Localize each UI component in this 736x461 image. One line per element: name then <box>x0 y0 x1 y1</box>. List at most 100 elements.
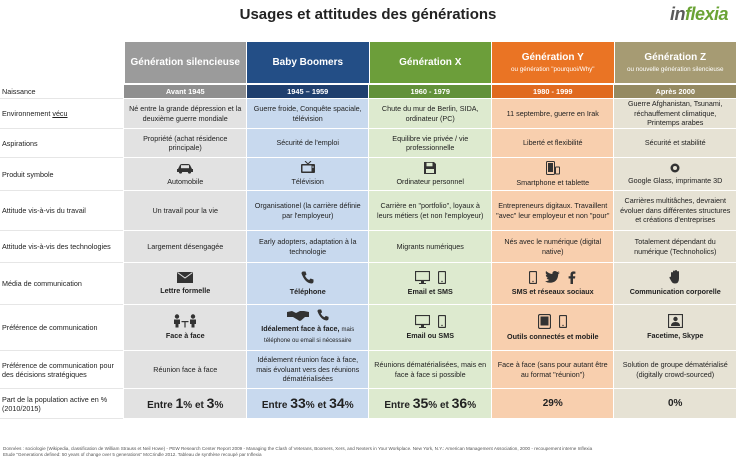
row-label: Préférence de communication <box>0 305 124 351</box>
table-cell: Early adopters, adaptation à la technolo… <box>246 231 369 263</box>
cell-text: Communication corporelle <box>629 287 721 297</box>
pct-value: 36 <box>451 395 468 412</box>
table-cell: Face à face <box>124 305 246 351</box>
smartphone-icon <box>437 314 446 328</box>
cell-text: Télévision <box>291 177 324 187</box>
header-name: Génération Z <box>644 51 707 63</box>
table-cell: Idéalement face à face, mais téléphone o… <box>246 305 369 351</box>
pct-value: 1 <box>175 395 184 412</box>
tv-icon <box>300 161 315 174</box>
table-cell: Migrants numériques <box>369 231 491 263</box>
pct-sign: % <box>183 400 193 412</box>
header-gen-x: Génération X <box>369 42 491 84</box>
years-cell: Avant 1945 <box>124 85 246 99</box>
table-cell: 29% <box>491 389 614 419</box>
table-cell: Email ou SMS <box>369 305 491 351</box>
smartphone-icon <box>437 270 446 284</box>
video-call-icon <box>667 314 683 329</box>
cell-text: Téléphone <box>289 286 326 296</box>
row-label-link[interactable]: vécu <box>52 109 68 118</box>
smartphone-icon <box>559 314 568 328</box>
et-word: et <box>317 400 327 412</box>
table-cell: Liberté et flexibilité <box>491 129 614 158</box>
glasses-icon <box>670 163 680 173</box>
row-label: Attitude vis-à-vis du travail <box>0 191 124 231</box>
entre-word: Entre <box>261 400 288 412</box>
meeting-icon <box>174 314 197 328</box>
hand-icon <box>669 270 680 284</box>
years-cell: Après 2000 <box>614 85 736 99</box>
logo: inflexia <box>670 4 729 25</box>
row-produit: Produit symbole Automobile Télévision Or… <box>0 158 736 191</box>
table-cell: Face à face (sans pour autant être au fo… <box>491 351 614 389</box>
pct-sign: % <box>214 400 224 412</box>
header-name: Génération Y <box>521 51 584 63</box>
table-cell: Organisationel (la carrière définie par … <box>246 191 369 231</box>
years-cell: 1980 - 1999 <box>491 85 614 99</box>
table-cell: Entre 35% et 36% <box>369 389 491 419</box>
cell-text-extra: mais téléphone ou email si nécessaire <box>264 327 355 344</box>
header-gen-silent: Génération silencieuse <box>124 42 246 84</box>
row-label-text: Environnement <box>2 109 51 118</box>
row-label: Attitude vis-à-vis des technologies <box>0 231 124 263</box>
table-cell: Propriété (achat résidence principale) <box>124 129 246 158</box>
table-cell: Lettre formelle <box>124 263 246 305</box>
logo-accent: flexia <box>684 4 729 24</box>
row-label: Naissance <box>0 85 124 99</box>
row-label: Produit symbole <box>0 158 124 191</box>
table-cell: Email et SMS <box>369 263 491 305</box>
monitor-icon <box>414 314 430 328</box>
table-cell: Un travail pour la vie <box>124 191 246 231</box>
pct-sign: % <box>467 400 477 412</box>
row-technologies: Attitude vis-à-vis des technologies Larg… <box>0 231 736 263</box>
header-row: Génération silencieuse Baby Boomers Géné… <box>0 42 736 84</box>
table-cell: Entre 1% et 3% <box>124 389 246 419</box>
facebook-icon <box>568 271 576 284</box>
row-decisions: Préférence de communication pour des déc… <box>0 351 736 389</box>
cell-text: Lettre formelle <box>160 285 211 295</box>
table-cell: Google Glass, imprimante 3D <box>614 158 736 191</box>
row-label: Aspirations <box>0 129 124 158</box>
row-preference: Préférence de communication Face à face … <box>0 305 736 351</box>
pct-value: 35 <box>412 395 429 412</box>
floppy-disk-icon <box>424 161 437 174</box>
table-cell: SMS et réseaux sociaux <box>491 263 614 305</box>
entre-word: Entre <box>384 400 410 412</box>
row-label: Part de la population active en % (2010/… <box>0 389 124 419</box>
tablet-icon <box>538 313 552 329</box>
et-word: et <box>439 400 449 412</box>
et-word: et <box>194 400 204 412</box>
header-gen-z: Génération Z ou nouvelle génération silen… <box>614 42 736 84</box>
cell-text: Automobile <box>167 176 204 186</box>
row-population: Part de la population active en % (2010/… <box>0 389 736 419</box>
cell-text: Ordinateur personnel <box>396 176 464 186</box>
header-sub: ou génération "pourquoi/Why" <box>510 65 595 73</box>
row-media: Média de communication Lettre formelle T… <box>0 263 736 305</box>
table-cell: 0% <box>614 389 736 419</box>
smartphone-icon <box>545 160 560 175</box>
monitor-icon <box>414 270 430 284</box>
years-cell: 1960 - 1979 <box>369 85 491 99</box>
table-cell: Guerre froide, Conquête spaciale, télévi… <box>246 99 369 129</box>
table-cell: Smartphone et tablette <box>491 158 614 191</box>
table-cell: Sécurité et stabilité <box>614 129 736 158</box>
cell-text: Smartphone et tablette <box>516 177 590 187</box>
cell-text: Facetime, Skype <box>647 331 704 341</box>
handshake-icon <box>286 311 309 322</box>
pct-value: 3 <box>206 395 215 412</box>
cell-text: Idéalement face à face, mais téléphone o… <box>250 324 366 346</box>
phone-icon <box>301 271 314 284</box>
row-label: Média de communication <box>0 263 124 305</box>
entre-word: Entre <box>147 400 173 412</box>
table-cell: Equilibre vie privée / vie professionnel… <box>369 129 491 158</box>
header-name: Génération silencieuse <box>130 57 241 68</box>
table-cell: Totalement dépendant du numérique (Techn… <box>614 231 736 263</box>
twitter-icon <box>545 271 561 284</box>
table-cell: Largement désengagée <box>124 231 246 263</box>
table-cell: Entrepreneurs digitaux. Travaillent "ave… <box>491 191 614 231</box>
row-aspirations: Aspirations Propriété (achat résidence p… <box>0 129 736 158</box>
table-cell: Réunions dématérialisées, mais en face à… <box>369 351 491 389</box>
cell-text: Face à face <box>165 331 205 341</box>
table-cell: Nés avec le numérique (digital native) <box>491 231 614 263</box>
footer-line: Données : sociologie (Wikipedia, classif… <box>3 446 593 451</box>
